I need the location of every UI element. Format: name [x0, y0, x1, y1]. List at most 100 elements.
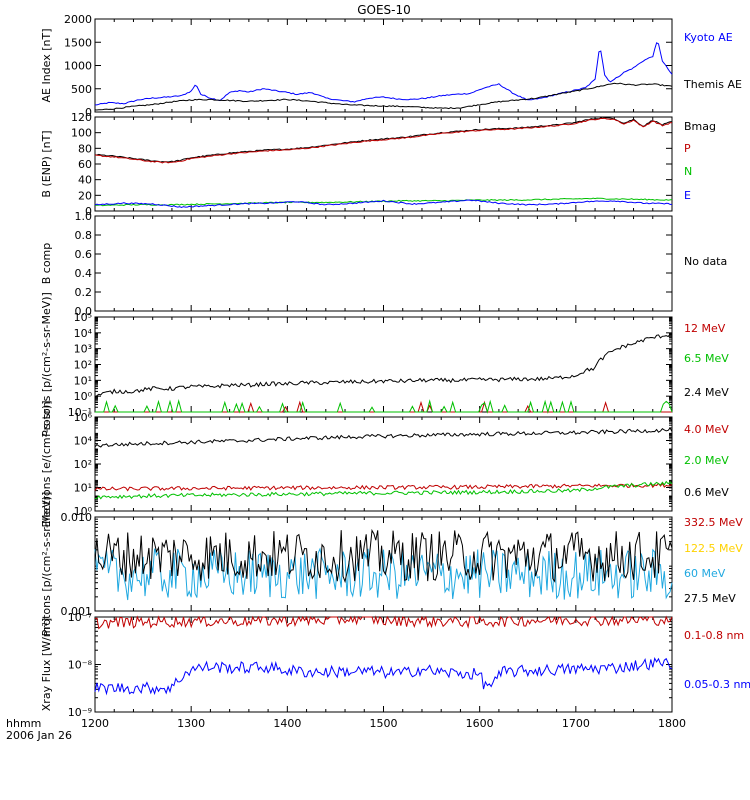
- x-tick-label: 1300: [177, 717, 205, 730]
- legend-label: 122.5 MeV: [684, 542, 743, 555]
- y-tick-label: 0: [85, 205, 92, 218]
- y-tick-label: 10⁻⁸: [68, 659, 93, 672]
- series-60-mev: [94, 547, 673, 601]
- y-tick-label: 10⁰: [74, 390, 93, 403]
- y-tick-label: 10³: [74, 343, 92, 356]
- y-tick-label: 10⁻⁹: [68, 706, 92, 719]
- time-label: hhmm: [6, 717, 41, 730]
- x-tick-label: 1700: [562, 717, 590, 730]
- legend-label: 12 MeV: [684, 322, 726, 335]
- legend-label: 6.5 MeV: [684, 352, 729, 365]
- legend-label: Themis AE: [683, 78, 742, 91]
- y-tick-label: 10²: [74, 359, 92, 372]
- y-axis-label: B comp: [40, 243, 53, 285]
- y-tick-label: 40: [78, 174, 92, 187]
- legend-label: Kyoto AE: [684, 31, 733, 44]
- y-tick-label: 120: [71, 111, 92, 124]
- series-themis-ae: [94, 82, 673, 111]
- y-tick-label: 10⁰: [74, 505, 93, 518]
- y-tick-label: 10⁻¹: [68, 406, 92, 419]
- panel-6: 0.001 0.010 Protons [p/(cm²-s-sr-MeV)] 332.…: [40, 492, 743, 637]
- x-tick-label: 1800: [658, 717, 686, 730]
- y-axis-label: B (ENP) [nT]: [40, 130, 53, 197]
- legend-label: E: [684, 189, 691, 202]
- series-2-4-mev: [94, 333, 673, 399]
- figure-title: GOES-10: [357, 3, 411, 17]
- y-axis-label: Protons [p/(cm²-s-sr-MeV)]: [40, 292, 53, 437]
- panel-frame: [94, 516, 673, 612]
- y-tick-label: 0.8: [75, 229, 93, 242]
- panel-frame: [94, 316, 673, 413]
- y-tick-label: 0.6: [75, 248, 93, 261]
- y-tick-label: 10⁶: [74, 411, 93, 424]
- y-tick-label: 1000: [64, 60, 92, 73]
- y-tick-label: 2000: [64, 13, 92, 26]
- x-tick-label: 1500: [370, 717, 398, 730]
- y-axis-label: AE Index [nT]: [40, 28, 53, 102]
- y-tick-label: 10⁵: [74, 311, 92, 324]
- series-e: [94, 199, 672, 209]
- x-tick-label: 1600: [466, 717, 494, 730]
- panel-3: 0.0 0.2 0.4 0.6 0.8 1.0 B comp No data: [40, 210, 727, 318]
- y-tick-label: 0: [85, 106, 92, 119]
- y-tick-label: 80: [78, 142, 92, 155]
- y-tick-label: 0.2: [75, 286, 93, 299]
- y-axis-label: Xray Flux [W/m²]: [40, 618, 53, 711]
- y-tick-label: 10⁻⁷: [68, 611, 92, 624]
- x-tick-label: 1200: [81, 717, 109, 730]
- y-tick-label: 10⁴: [74, 435, 93, 448]
- panel-4: 10⁻¹ 10⁰ 10¹ 10² 10³ 10⁴ 10⁵ Protons [p/(cm²-s-…: [40, 292, 729, 437]
- series-6-5-mev: [95, 399, 673, 414]
- series-0-1-0-8-nm: [94, 615, 673, 630]
- y-tick-label: 0.4: [75, 267, 93, 280]
- panel-frame: [94, 18, 673, 113]
- y-tick-label: 500: [71, 83, 92, 96]
- y-tick-label: 10¹: [74, 482, 92, 495]
- legend-label: 4.0 MeV: [684, 423, 729, 436]
- x-tick-label: 1400: [273, 717, 301, 730]
- legend-label: 0.05-0.3 nm: [684, 678, 750, 691]
- legend-label: P: [684, 142, 691, 155]
- y-tick-label: 1500: [64, 36, 92, 49]
- y-tick-label: 0.0: [75, 305, 93, 318]
- panel-frame: [94, 616, 673, 713]
- panel-7: 10⁻⁹ 10⁻⁸ 10⁻⁷ Xray Flux [W/m²] 0.1-0.8 nm 0.…: [40, 611, 750, 730]
- legend-label: Bmag: [684, 120, 716, 133]
- series-p: [94, 117, 673, 164]
- series-kyoto-ae: [95, 42, 673, 106]
- y-tick-label: 10⁴: [74, 327, 93, 340]
- y-axis-label: Protons [p/(cm²-s-sr-MeV)]: [40, 492, 53, 637]
- y-tick-label: 0.010: [61, 511, 93, 524]
- y-tick-label: 60: [78, 158, 92, 171]
- y-tick-label: 0.001: [61, 605, 93, 618]
- y-tick-label: 20: [78, 189, 92, 202]
- series-0-6-mev: [94, 427, 673, 448]
- legend-label: 2.4 MeV: [684, 386, 729, 399]
- date-label: 2006 Jan 26: [6, 729, 72, 742]
- legend-label: 332.5 MeV: [684, 516, 743, 529]
- legend-label: 2.0 MeV: [684, 454, 729, 467]
- panel-frame: [94, 416, 673, 512]
- legend-label: No data: [684, 255, 727, 268]
- legend-label: N: [684, 165, 692, 178]
- panel-5: 10⁰ 10¹ 10² 10⁴ 10⁶ Electrons [e/(cm²-s-sr)] 4…: [40, 400, 729, 527]
- panel-frame: [94, 215, 673, 312]
- y-tick-label: 100: [71, 127, 92, 140]
- series-4-0-mev: [94, 482, 673, 492]
- y-tick-label: 10²: [74, 458, 92, 471]
- series-27-5-mev: [94, 528, 673, 584]
- y-axis-label: Electrons [e/(cm²-s-sr)]: [40, 400, 53, 527]
- y-tick-label: 10¹: [74, 374, 92, 387]
- y-tick-label: 1.0: [75, 210, 93, 223]
- panel-1: 0 500 1000 1500 2000 AE Index [nT] Kyoto AE The…: [40, 13, 742, 119]
- legend-label: 0.1-0.8 nm: [684, 629, 744, 642]
- legend-label: 27.5 MeV: [684, 592, 736, 605]
- legend-label: 60 MeV: [684, 567, 726, 580]
- panel-frame: [94, 116, 673, 212]
- legend-label: 0.6 MeV: [684, 486, 729, 499]
- series-2-0-mev: [95, 480, 673, 500]
- panel-2: 0 20 40 60 80 100 120 B (ENP) [nT] Bmag PNE: [40, 111, 716, 218]
- series-0-05-0-3-nm: [94, 656, 673, 696]
